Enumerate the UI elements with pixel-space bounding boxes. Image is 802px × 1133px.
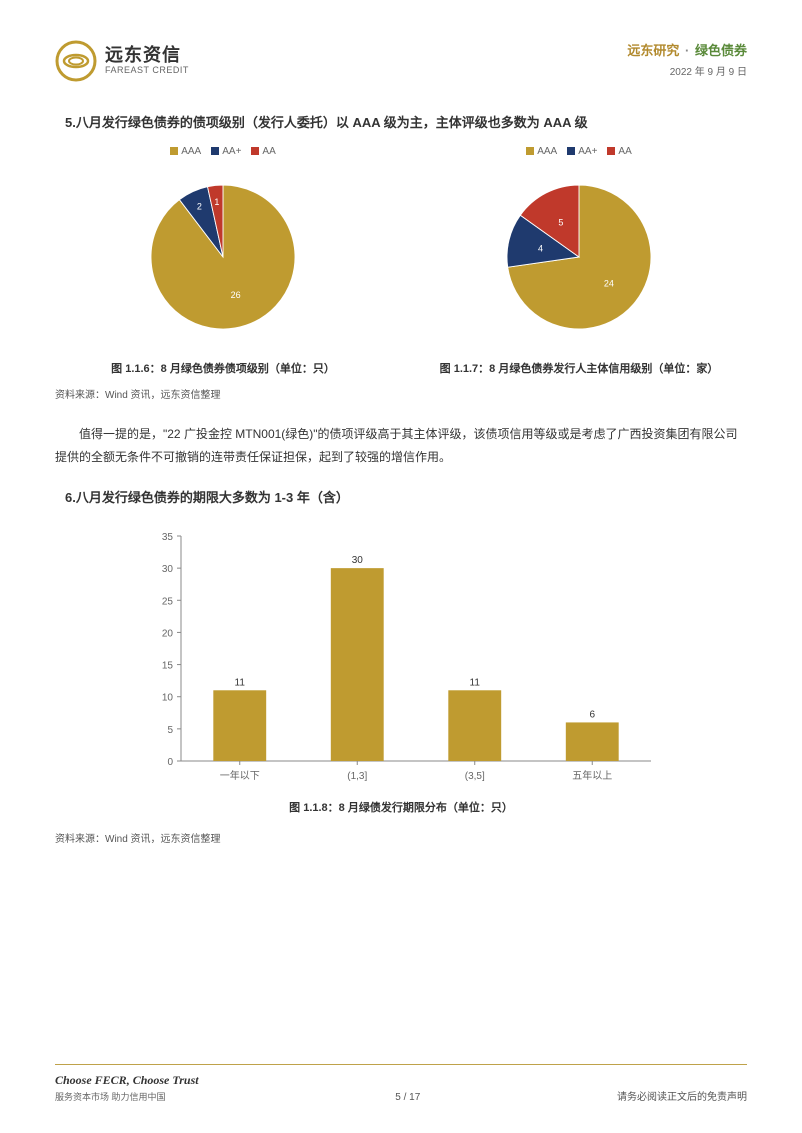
svg-text:10: 10 <box>162 692 174 703</box>
footer-page: 5 / 17 <box>395 1092 420 1103</box>
svg-text:25: 25 <box>162 596 174 607</box>
svg-text:30: 30 <box>162 564 174 575</box>
header-brand: 远东研究 <box>627 43 679 58</box>
footer-left: Choose FECR, Choose Trust 服务资本市场 助力信用中国 <box>55 1073 199 1103</box>
header-topic: 绿色债券 <box>695 43 747 58</box>
svg-text:11: 11 <box>470 677 481 688</box>
body-paragraph: 值得一提的是，"22 广投金控 MTN001(绿色)"的债项评级高于其主体评级，… <box>55 423 747 469</box>
header-date: 2022 年 9 月 9 日 <box>627 63 747 78</box>
svg-text:24: 24 <box>604 279 614 289</box>
svg-text:(3,5]: (3,5] <box>465 771 485 782</box>
bar-caption: 图 1.1.8：8 月绿债发行期限分布（单位：只） <box>55 799 747 815</box>
pie1-caption: 图 1.1.6：8 月绿色债券债项级别（单位：只） <box>55 360 391 376</box>
logo-cn: 远东资信 <box>105 46 189 66</box>
page-footer: Choose FECR, Choose Trust 服务资本市场 助力信用中国 … <box>55 1064 747 1103</box>
svg-text:15: 15 <box>162 660 174 671</box>
svg-text:5: 5 <box>558 217 563 227</box>
logo-text: 远东资信 FAREAST CREDIT <box>105 46 189 76</box>
source-note-1: 资料来源：Wind 资讯，远东资信整理 <box>55 386 747 401</box>
section5-heading: 5.八月发行绿色债券的债项级别（发行人委托）以 AAA 级为主，主体评级也多数为… <box>65 112 747 131</box>
svg-text:(1,3]: (1,3] <box>347 771 367 782</box>
footer-slogan-cn: 服务资本市场 助力信用中国 <box>55 1090 199 1103</box>
pie2-legend: AAAAA+AA <box>411 146 747 157</box>
header-right: 远东研究 · 绿色债券 2022 年 9 月 9 日 <box>627 40 747 78</box>
bar-chart-wrap: 0 5 10 15 20 25 30 35 11 一年以下 30 (1,3] 11 (3,5] 6 五年以上 <box>141 521 661 791</box>
svg-text:1: 1 <box>214 197 219 207</box>
pie2-chart: 24 4 5 <box>489 167 669 347</box>
footer-row: Choose FECR, Choose Trust 服务资本市场 助力信用中国 … <box>55 1073 747 1103</box>
svg-text:30: 30 <box>352 555 364 566</box>
fareast-logo-icon <box>55 40 97 82</box>
svg-text:35: 35 <box>162 532 174 543</box>
footer-slogan-en: Choose FECR, Choose Trust <box>55 1073 199 1088</box>
header-dot: · <box>685 43 689 58</box>
logo-en: FAREAST CREDIT <box>105 66 189 76</box>
footer-divider <box>55 1064 747 1065</box>
svg-text:26: 26 <box>231 290 241 300</box>
svg-text:0: 0 <box>167 757 173 768</box>
svg-text:6: 6 <box>589 709 595 720</box>
footer-disclaimer: 请务必阅读正文后的免责声明 <box>617 1088 747 1103</box>
svg-text:5: 5 <box>167 724 173 735</box>
pie1-block: AAAAA+AA 26 2 1 图 1.1.6：8 月绿色债券债项级别（单位：只） <box>55 146 391 376</box>
logo-block: 远东资信 FAREAST CREDIT <box>55 40 189 82</box>
bar-chart: 0 5 10 15 20 25 30 35 11 一年以下 30 (1,3] 11 (3,5] 6 五年以上 <box>141 521 661 791</box>
svg-text:11: 11 <box>235 677 246 688</box>
pie1-legend: AAAAA+AA <box>55 146 391 157</box>
pie2-block: AAAAA+AA 24 4 5 图 1.1.7：8 月绿色债券发行人主体信用级别（单… <box>411 146 747 376</box>
source-note-2: 资料来源：Wind 资讯，远东资信整理 <box>55 830 747 845</box>
svg-text:2: 2 <box>197 202 202 212</box>
pie2-caption: 图 1.1.7：8 月绿色债券发行人主体信用级别（单位：家） <box>411 360 747 376</box>
svg-text:一年以下: 一年以下 <box>220 769 260 782</box>
pie-row: AAAAA+AA 2621 图 1.1.6：8 月绿色债券债项级别（单位：只） … <box>55 146 747 376</box>
svg-text:五年以上: 五年以上 <box>572 769 612 782</box>
page-header: 远东资信 FAREAST CREDIT 远东研究 · 绿色债券 2022 年 9… <box>55 40 747 82</box>
svg-text:20: 20 <box>162 628 174 639</box>
svg-text:4: 4 <box>538 243 543 253</box>
pie1-chart: 26 2 1 <box>133 167 313 347</box>
section6-heading: 6.八月发行绿色债券的期限大多数为 1-3 年（含） <box>65 487 747 506</box>
header-title: 远东研究 · 绿色债券 <box>627 40 747 59</box>
